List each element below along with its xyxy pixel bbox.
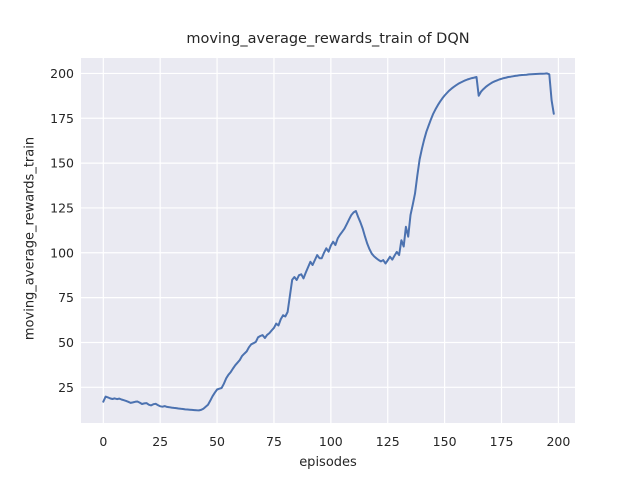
x-tick-label: 50 <box>209 434 225 449</box>
y-tick-label: 25 <box>58 380 74 395</box>
y-tick-label: 175 <box>50 111 74 126</box>
x-axis-label: episodes <box>299 455 357 470</box>
x-tick-label: 125 <box>376 434 400 449</box>
y-tick-label: 200 <box>50 66 74 81</box>
reward-line <box>102 72 555 412</box>
x-tick-label: 175 <box>490 434 514 449</box>
x-tick-label: 25 <box>152 434 168 449</box>
y-tick-label: 150 <box>50 156 74 171</box>
y-axis-label: moving_average_rewards_train <box>22 136 38 341</box>
x-tick-label: 0 <box>99 434 107 449</box>
plot-area <box>81 58 575 423</box>
y-tick-label: 50 <box>58 335 74 350</box>
x-tick-label: 100 <box>319 434 343 449</box>
x-tick-label: 150 <box>433 434 457 449</box>
x-tick-label: 75 <box>266 434 282 449</box>
y-tick-label: 100 <box>50 245 74 260</box>
y-tick-label: 75 <box>58 290 74 305</box>
x-tick-label: 200 <box>546 434 570 449</box>
y-tick-label: 125 <box>50 200 74 215</box>
chart-title: moving_average_rewards_train of DQN <box>186 31 470 47</box>
